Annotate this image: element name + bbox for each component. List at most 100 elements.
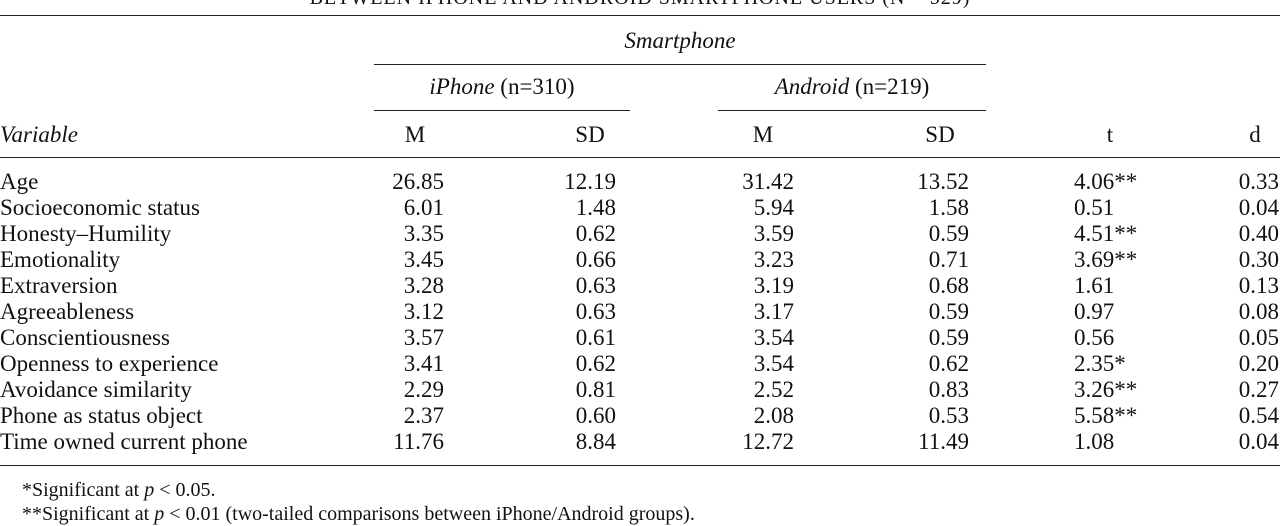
variable-cell: Openness to experience bbox=[0, 351, 219, 376]
variable-cell: Honesty–Humility bbox=[0, 221, 172, 246]
t-cell: 4.06** bbox=[1074, 169, 1138, 194]
footnote-2-p: p bbox=[154, 503, 165, 525]
android-group-header: Android (n=219) bbox=[718, 74, 986, 100]
android-sd-cell: 13.52 bbox=[917, 169, 969, 194]
variable-cell: Age bbox=[0, 169, 39, 194]
t-cell: 1.61 bbox=[1074, 273, 1115, 298]
table-row: Extraversion 3.28 0.63 3.19 0.68 1.61 0.… bbox=[0, 273, 1280, 299]
android-m-cell: 3.59 bbox=[753, 221, 794, 246]
t-cell: 3.26** bbox=[1074, 377, 1138, 402]
table-row: Socioeconomic status 6.01 1.48 5.94 1.58… bbox=[0, 195, 1280, 221]
header-rule bbox=[0, 157, 1280, 158]
android-m-cell: 3.19 bbox=[753, 273, 794, 298]
android-group-name: Android bbox=[774, 74, 850, 99]
iphone-sd-cell: 0.63 bbox=[575, 273, 616, 298]
android-sd-header: SD bbox=[925, 122, 955, 147]
variable-cell: Time owned current phone bbox=[0, 429, 248, 454]
iphone-group-rule bbox=[374, 110, 630, 111]
android-sd-cell: 0.59 bbox=[928, 299, 969, 324]
table-row: Time owned current phone 11.76 8.84 12.7… bbox=[0, 429, 1280, 455]
footnote-significance-01: **Significant at p < 0.01 (two-tailed co… bbox=[22, 502, 695, 526]
d-cell: 0.54 bbox=[1238, 403, 1279, 428]
variable-cell: Extraversion bbox=[0, 273, 118, 298]
d-cell: 0.33 bbox=[1238, 169, 1279, 194]
d-cell: 0.30 bbox=[1238, 247, 1279, 272]
android-sd-cell: 0.71 bbox=[928, 247, 969, 272]
android-sd-cell: 11.49 bbox=[918, 429, 969, 454]
footnote-2-rest: < 0.01 (two-tailed comparisons between i… bbox=[164, 503, 695, 525]
t-cell: 5.58** bbox=[1074, 403, 1138, 428]
iphone-sd-cell: 12.19 bbox=[564, 169, 616, 194]
android-sd-cell: 0.59 bbox=[928, 221, 969, 246]
iphone-sd-cell: 0.61 bbox=[575, 325, 616, 350]
iphone-sd-cell: 0.62 bbox=[575, 221, 616, 246]
variable-column-header: Variable bbox=[0, 122, 78, 147]
android-m-cell: 3.54 bbox=[753, 351, 794, 376]
android-sd-cell: 0.53 bbox=[928, 403, 969, 428]
android-group-n: (n=219) bbox=[855, 74, 930, 99]
iphone-group-header: iPhone (n=310) bbox=[374, 74, 630, 100]
footnote-significance-05: *Significant at p < 0.05. bbox=[22, 478, 215, 502]
android-m-cell: 5.94 bbox=[753, 195, 794, 220]
table-row: Honesty–Humility 3.35 0.62 3.59 0.59 4.5… bbox=[0, 221, 1280, 247]
android-m-cell: 12.72 bbox=[742, 429, 794, 454]
footnote-1-rest: < 0.05. bbox=[154, 479, 216, 501]
android-sd-cell: 0.83 bbox=[928, 377, 969, 402]
iphone-m-cell: 3.35 bbox=[403, 221, 444, 246]
android-m-cell: 3.54 bbox=[753, 325, 794, 350]
iphone-sd-cell: 0.81 bbox=[575, 377, 616, 402]
spanner-header: Smartphone bbox=[624, 28, 736, 53]
variable-cell: Socioeconomic status bbox=[0, 195, 200, 220]
d-cell: 0.13 bbox=[1238, 273, 1279, 298]
iphone-m-cell: 2.29 bbox=[403, 377, 444, 402]
table-row: Conscientiousness 3.57 0.61 3.54 0.59 0.… bbox=[0, 325, 1280, 351]
table-row: Emotionality 3.45 0.66 3.23 0.71 3.69** … bbox=[0, 247, 1280, 273]
d-cell: 0.08 bbox=[1238, 299, 1279, 324]
android-m-cell: 2.08 bbox=[753, 403, 794, 428]
variable-cell: Phone as status object bbox=[0, 403, 203, 428]
d-cell: 0.20 bbox=[1238, 351, 1279, 376]
t-cell: 3.69** bbox=[1074, 247, 1138, 272]
android-group-rule bbox=[718, 110, 986, 111]
iphone-m-cell: 3.12 bbox=[403, 299, 444, 324]
d-cell: 0.27 bbox=[1238, 377, 1279, 402]
table-row: Avoidance similarity 2.29 0.81 2.52 0.83… bbox=[0, 377, 1280, 403]
t-cell: 1.08 bbox=[1074, 429, 1115, 454]
android-m-cell: 3.23 bbox=[753, 247, 794, 272]
variable-cell: Conscientiousness bbox=[0, 325, 170, 350]
iphone-m-cell: 3.28 bbox=[403, 273, 444, 298]
iphone-group-name: iPhone bbox=[429, 74, 495, 99]
footnote-2-prefix: **Significant at bbox=[22, 503, 155, 525]
android-sd-cell: 1.58 bbox=[928, 195, 969, 220]
iphone-m-cell: 26.85 bbox=[392, 169, 444, 194]
android-sd-cell: 0.59 bbox=[928, 325, 969, 350]
table-caption: BETWEEN IPHONE AND ANDROID SMARTPHONE US… bbox=[0, 0, 1280, 10]
d-header: d bbox=[1249, 122, 1261, 147]
t-cell: 0.56 bbox=[1074, 325, 1115, 350]
android-m-cell: 3.17 bbox=[753, 299, 794, 324]
d-cell: 0.05 bbox=[1238, 325, 1279, 350]
iphone-m-cell: 6.01 bbox=[403, 195, 444, 220]
iphone-m-cell: 11.76 bbox=[393, 429, 444, 454]
variable-cell: Avoidance similarity bbox=[0, 377, 192, 402]
table-row: Phone as status object 2.37 0.60 2.08 0.… bbox=[0, 403, 1280, 429]
android-sd-cell: 0.62 bbox=[928, 351, 969, 376]
t-cell: 0.51 bbox=[1074, 195, 1115, 220]
iphone-m-cell: 3.57 bbox=[403, 325, 444, 350]
bottom-rule bbox=[0, 465, 1280, 466]
iphone-sd-header: SD bbox=[575, 122, 605, 147]
variable-cell: Agreeableness bbox=[0, 299, 135, 324]
iphone-sd-cell: 0.66 bbox=[575, 247, 616, 272]
t-cell: 2.35* bbox=[1074, 351, 1126, 376]
iphone-m-cell: 2.37 bbox=[403, 403, 444, 428]
top-rule bbox=[0, 15, 1280, 16]
t-cell: 4.51** bbox=[1074, 221, 1138, 246]
table-row: Age 26.85 12.19 31.42 13.52 4.06** 0.33 bbox=[0, 169, 1280, 195]
iphone-sd-cell: 0.63 bbox=[575, 299, 616, 324]
table-body: Age 26.85 12.19 31.42 13.52 4.06** 0.33 … bbox=[0, 169, 1280, 455]
spanner-rule bbox=[374, 64, 986, 65]
android-sd-cell: 0.68 bbox=[928, 273, 969, 298]
table-row: Agreeableness 3.12 0.63 3.17 0.59 0.97 0… bbox=[0, 299, 1280, 325]
iphone-sd-cell: 1.48 bbox=[575, 195, 616, 220]
android-m-cell: 2.52 bbox=[753, 377, 794, 402]
